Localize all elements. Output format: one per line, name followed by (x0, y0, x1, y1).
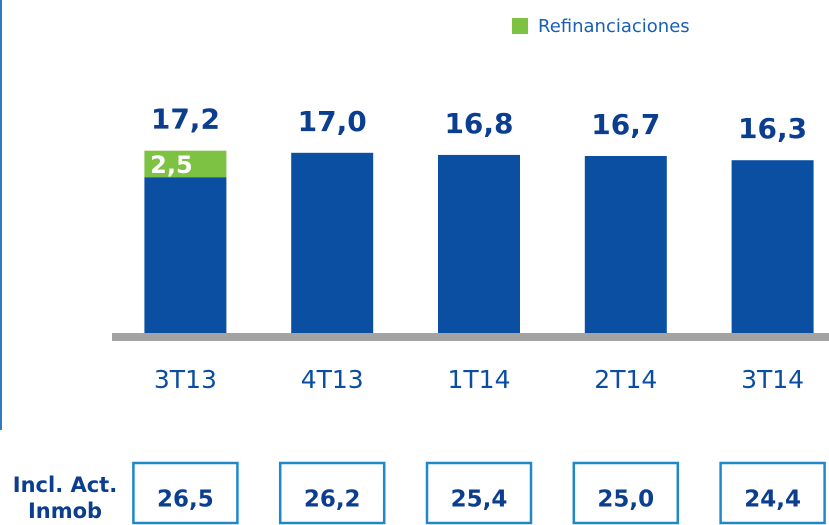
total-label: 16,3 (738, 112, 807, 145)
row-label: Inmob (28, 499, 102, 523)
x-tick-label: 4T13 (301, 365, 364, 394)
bar-segment (291, 152, 374, 333)
bar-segment (731, 160, 814, 333)
legend-swatch (512, 18, 528, 34)
x-tick-label: 2T14 (594, 365, 657, 394)
bar-segment (584, 155, 667, 333)
legend-label: Refinanciaciones (538, 16, 690, 37)
row-label: Incl. Act. (13, 473, 117, 497)
box-value: 25,0 (597, 487, 654, 513)
baseline (112, 333, 829, 341)
total-label: 16,7 (591, 108, 660, 141)
bar-segment (144, 150, 227, 178)
value-box (719, 461, 826, 525)
box-value: 26,2 (304, 487, 361, 513)
value-box (278, 461, 386, 525)
value-box (425, 461, 533, 525)
bar-segment (144, 177, 227, 333)
box-value: 26,5 (157, 487, 214, 513)
total-label: 16,8 (444, 107, 513, 140)
box-value: 24,4 (744, 487, 801, 513)
bar-segment (438, 154, 520, 333)
value-box (572, 461, 680, 525)
value-box (132, 461, 239, 525)
total-label: 17,2 (151, 103, 220, 136)
x-tick-label: 1T14 (448, 365, 511, 394)
box-value: 25,4 (451, 487, 508, 513)
total-label: 17,0 (298, 105, 367, 138)
x-tick-label: 3T14 (741, 365, 804, 394)
segment-label: 2,5 (150, 151, 193, 179)
x-tick-label: 3T13 (154, 365, 217, 394)
